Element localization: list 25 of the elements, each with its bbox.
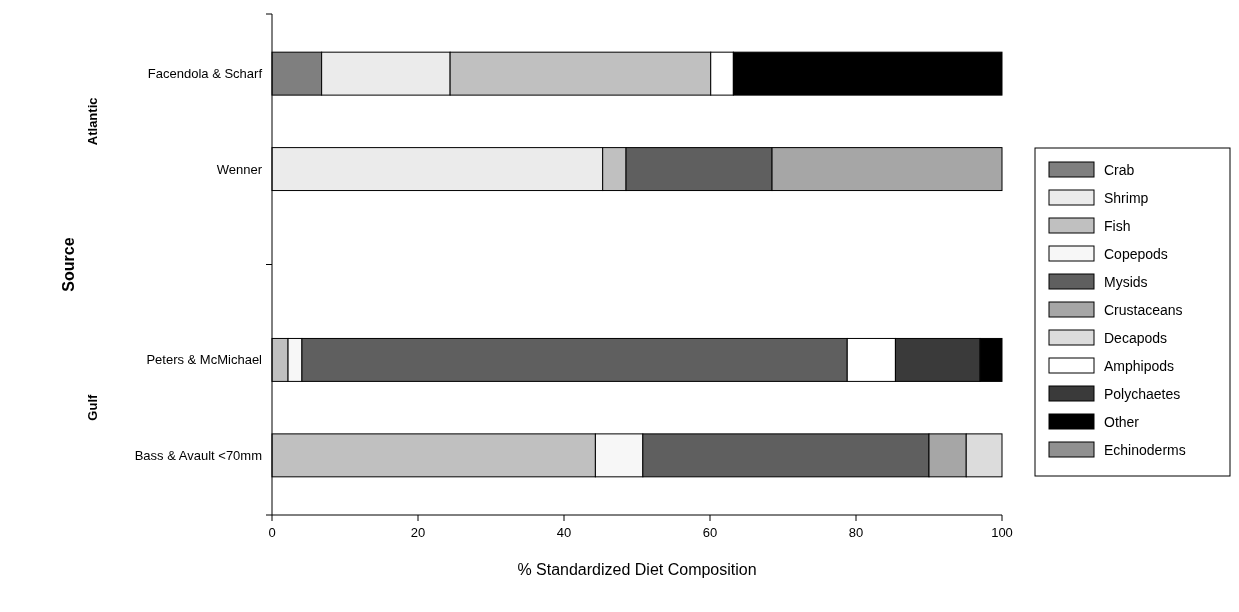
legend-label: Mysids <box>1104 273 1148 290</box>
y-axis-title: Source <box>60 237 77 292</box>
x-axis-title: % Standardized Diet Composition <box>517 561 757 578</box>
x-tick-label: 80 <box>848 525 864 540</box>
y-tick-label: Wenner <box>216 161 263 177</box>
x-tick-label: 100 <box>991 525 1013 540</box>
legend-label: Amphipods <box>1104 357 1175 374</box>
x-tick-label: 0 <box>268 525 276 540</box>
text: Gulf <box>85 393 100 421</box>
text: Atlantic <box>85 97 100 146</box>
legend-label: Shrimp <box>1104 189 1149 206</box>
y-tick-label: Bass & Avault <70mm <box>134 447 262 463</box>
legend-label: Polychaetes <box>1104 385 1181 402</box>
y-tick-label: Peters & McMichael <box>146 352 263 368</box>
x-tick-label: 40 <box>556 525 572 540</box>
x-tick-label: 60 <box>702 525 718 540</box>
legend-label: Fish <box>1104 217 1131 234</box>
legend-label: Other <box>1104 413 1140 430</box>
legend-label: Crustaceans <box>1104 301 1183 318</box>
y-tick-label: Facendola & Scharf <box>147 66 263 82</box>
legend-label: Echinoderms <box>1104 441 1186 458</box>
x-tick-label: 20 <box>410 525 426 540</box>
legend-label: Copepods <box>1104 245 1168 262</box>
legend-label: Decapods <box>1104 329 1168 346</box>
legend-label: Crab <box>1104 161 1135 178</box>
